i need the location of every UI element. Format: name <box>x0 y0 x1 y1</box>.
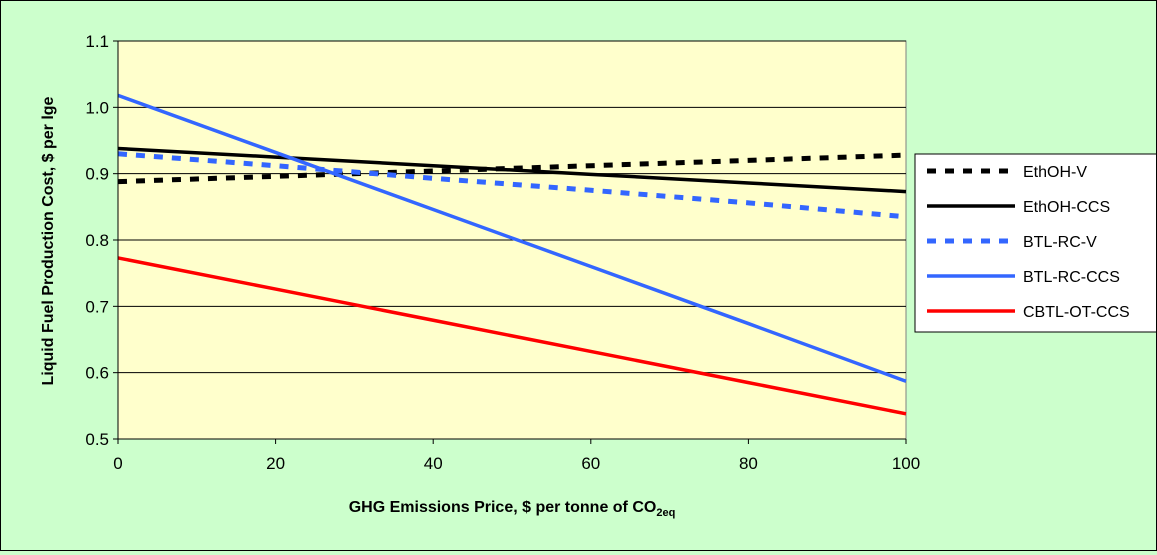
legend-label-btl-rc-ccs: BTL-RC-CCS <box>1023 269 1120 286</box>
legend-label-cbtl-ot-ccs: CBTL-OT-CCS <box>1023 304 1130 321</box>
legend: EthOH-V EthOH-CCS BTL-RC-V BTL-RC-CCS CBTL-O… <box>914 153 1157 333</box>
x-axis-title-subscript: 2eq <box>656 507 675 519</box>
y-axis-title: Liquid Fuel Production Cost, $ per lge <box>40 96 57 385</box>
legend-label-btl-rc-v: BTL-RC-V <box>1023 234 1097 251</box>
y-tick-label: 0.9 <box>85 165 109 184</box>
series-layer <box>117 93 907 416</box>
series-line-btl-rc-ccs <box>117 93 907 383</box>
grid-layer <box>117 40 907 440</box>
legend-label-ethoh-v: EthOH-V <box>1023 164 1087 181</box>
series-line-ethoh-v <box>117 152 907 185</box>
y-tick-label: 0.5 <box>85 430 109 449</box>
axis-layer: 0.5 0.6 0.7 0.8 0.9 1.0 1.1 0 20 40 60 80 100 <box>85 32 920 473</box>
x-tick-label: 80 <box>739 454 758 473</box>
y-tick-label: 0.8 <box>85 231 109 250</box>
x-tick-label: 60 <box>581 454 600 473</box>
x-tick-label: 0 <box>113 454 122 473</box>
y-tick-label: 0.7 <box>85 297 109 316</box>
legend-label-ethoh-ccs: EthOH-CCS <box>1023 199 1110 216</box>
series-line-btl-rc-v <box>117 151 907 220</box>
x-tick-label: 40 <box>424 454 443 473</box>
x-tick-label: 100 <box>892 454 920 473</box>
series-line-cbtl-ot-ccs <box>117 256 907 416</box>
y-tick-label: 0.6 <box>85 364 109 383</box>
y-tick-label: 1.0 <box>85 98 109 117</box>
x-axis-title-main: GHG Emissions Price, $ per tonne of CO <box>349 499 657 516</box>
x-axis-title: GHG Emissions Price, $ per tonne of CO2e… <box>349 499 676 519</box>
y-tick-label: 1.1 <box>85 32 109 51</box>
legend-box <box>914 153 1157 333</box>
series-line-ethoh-ccs <box>117 146 907 194</box>
x-tick-label: 20 <box>266 454 285 473</box>
